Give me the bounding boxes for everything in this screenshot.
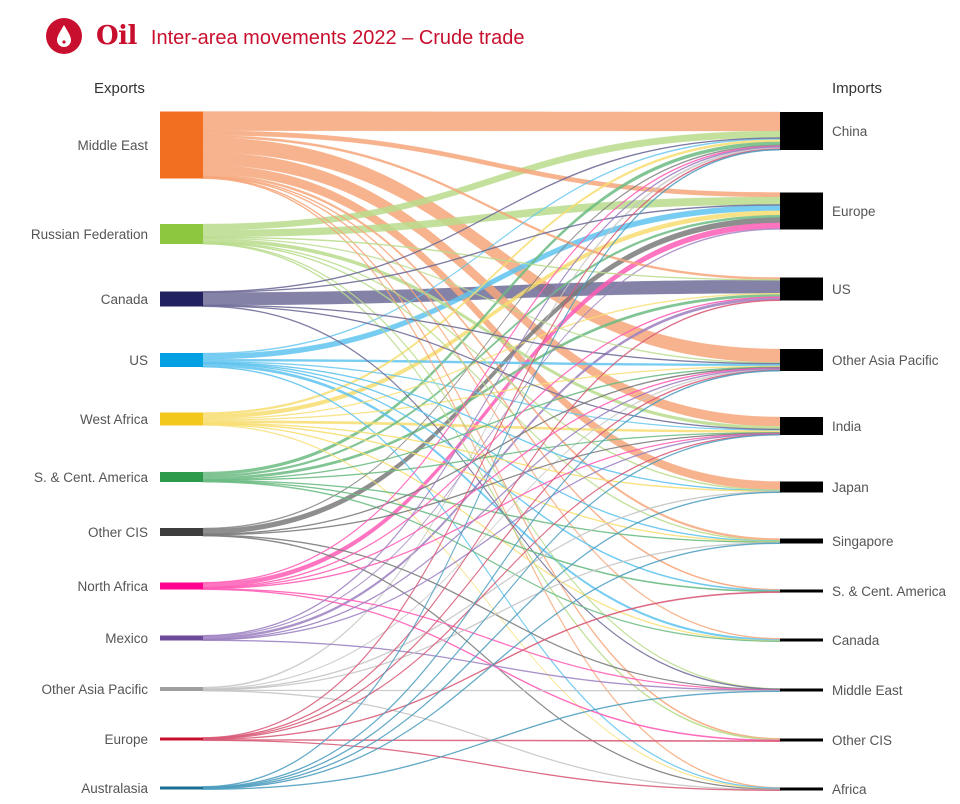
import-label: US	[832, 282, 851, 297]
import-bar-india	[780, 417, 823, 435]
export-bar-russian-federation	[160, 224, 203, 244]
header: Oil Inter-area movements 2022 – Crude tr…	[46, 14, 524, 58]
export-bar-s-cent-america	[160, 472, 203, 482]
export-bar-canada	[160, 291, 203, 307]
export-bar-north-africa	[160, 582, 203, 590]
export-label: Canada	[101, 292, 149, 307]
import-label: Other Asia Pacific	[832, 353, 939, 368]
flow-s-cent-america-to-canada	[202, 481, 781, 642]
import-label: Europe	[832, 204, 876, 219]
import-label: Other CIS	[832, 733, 892, 748]
export-bar-middle-east	[160, 111, 203, 179]
import-label: Canada	[832, 633, 880, 648]
export-label: North Africa	[77, 579, 148, 594]
import-bar-middle-east	[780, 688, 823, 692]
export-label: Other CIS	[88, 525, 148, 540]
import-label: Africa	[832, 782, 867, 797]
export-label: S. & Cent. America	[34, 470, 149, 485]
flow-west-africa-to-us	[202, 293, 781, 420]
export-bar-west-africa	[160, 412, 203, 426]
imports-heading: Imports	[832, 80, 883, 97]
exports-heading: Exports	[94, 80, 145, 97]
flow-russian-federation-to-japan	[202, 241, 781, 491]
import-label: Middle East	[832, 683, 903, 698]
import-bar-canada	[780, 638, 823, 642]
flow-other-asia-pacific-to-middle-east	[202, 689, 781, 692]
chart-title: Inter-area movements 2022 – Crude trade	[150, 26, 525, 49]
export-label: US	[129, 353, 148, 368]
export-bar-mexico	[160, 635, 203, 641]
export-bar-europe	[160, 737, 203, 741]
flow-middle-east-to-other-cis	[202, 176, 781, 740]
import-bar-other-cis	[780, 738, 823, 742]
import-label: India	[832, 419, 862, 434]
export-bar-other-asia-pacific	[160, 687, 203, 691]
export-label: Other Asia Pacific	[41, 682, 148, 697]
flow-other-asia-pacific-to-singapore	[202, 542, 781, 691]
export-label: Russian Federation	[31, 227, 148, 242]
import-bar-africa	[780, 787, 823, 791]
import-bar-japan	[780, 481, 823, 493]
oil-drop-icon	[46, 18, 82, 54]
import-bar-europe	[780, 192, 823, 230]
export-bar-australasia	[160, 786, 203, 790]
import-bar-us	[780, 277, 823, 301]
import-bar-other-asia-pacific	[780, 349, 823, 371]
flow-middle-east-to-china	[202, 111, 781, 132]
export-bar-us	[160, 353, 203, 367]
flows-layer	[202, 111, 781, 791]
export-label: Middle East	[77, 138, 148, 153]
export-label: Australasia	[81, 781, 148, 796]
export-label: West Africa	[80, 412, 149, 427]
import-label: S. & Cent. America	[832, 584, 947, 599]
import-bar-singapore	[780, 538, 823, 544]
export-label: Mexico	[105, 631, 148, 646]
export-bar-other-cis	[160, 528, 203, 536]
import-label: Japan	[832, 480, 869, 495]
import-label: China	[832, 124, 868, 139]
import-bar-china	[780, 112, 823, 150]
import-bar-s-cent-america	[780, 589, 823, 593]
brand-title: Oil	[96, 21, 137, 51]
nodes-layer: Middle East Russian Federation Canada US Wes…	[31, 111, 947, 797]
export-label: Europe	[104, 732, 148, 747]
import-label: Singapore	[832, 534, 894, 549]
